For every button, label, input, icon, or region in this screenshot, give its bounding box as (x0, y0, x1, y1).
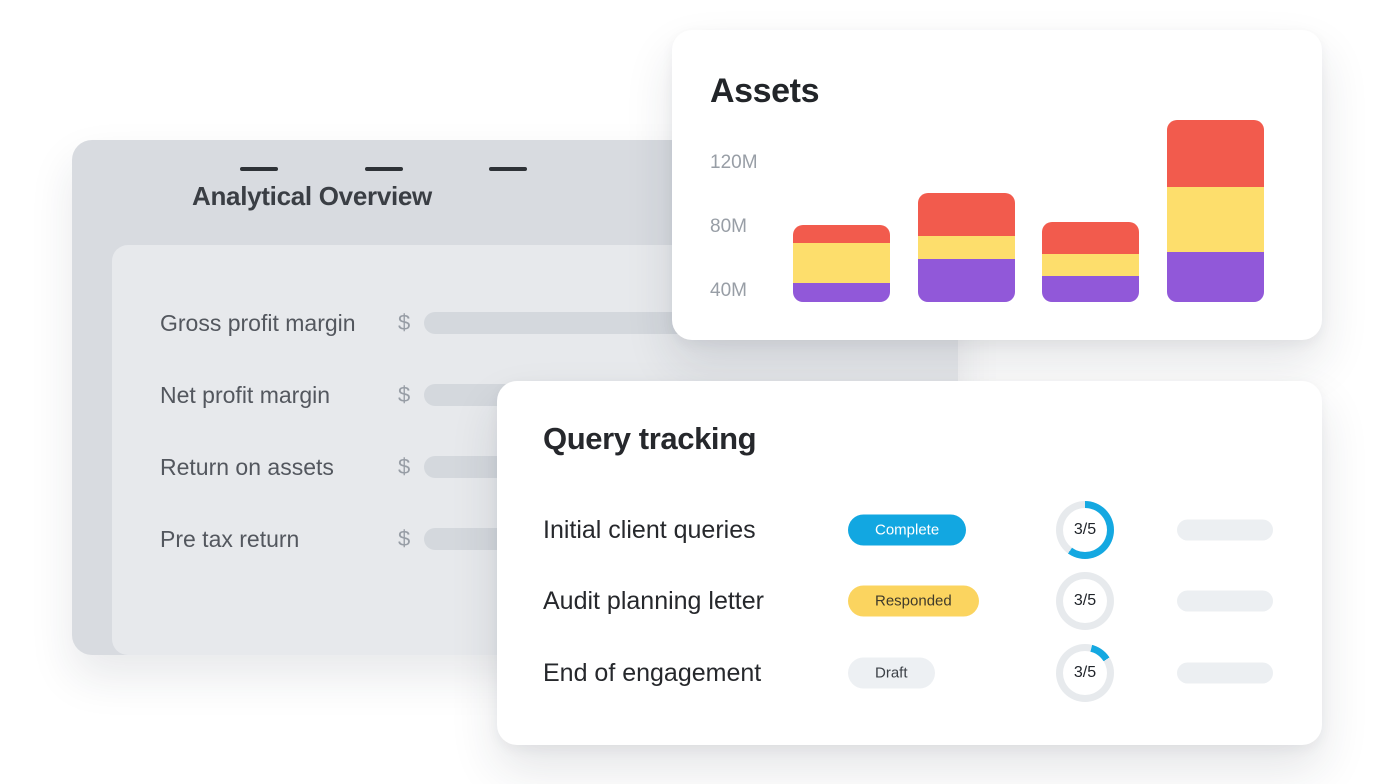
bar-segment-purple (918, 258, 1015, 302)
hamburger-bar (240, 167, 278, 171)
progress-fraction: 3/5 (1073, 664, 1097, 681)
query-tracking-card: Query tracking Initial client queries Co… (497, 381, 1322, 745)
stacked-bar (1167, 119, 1264, 302)
assets-chart-card: Assets 120M 80M 40M (672, 30, 1322, 340)
stacked-bar-chart (672, 30, 1322, 340)
bar-segment-red (918, 193, 1015, 237)
bar-segment-yellow (918, 236, 1015, 259)
progress-fraction: 3/5 (1073, 592, 1097, 609)
metric-label: Pre tax return (160, 525, 300, 552)
bar-segment-red (1042, 222, 1139, 255)
bar-segment-yellow (1167, 186, 1264, 253)
bar-segment-purple (793, 282, 890, 302)
y-axis-tick: 40M (710, 280, 747, 301)
currency-symbol: $ (398, 310, 411, 335)
card-title: Analytical Overview (192, 181, 432, 211)
bar-segment-yellow (1042, 254, 1139, 277)
stacked-bar (918, 193, 1015, 302)
chart-title: Assets (710, 72, 820, 110)
query-label: End of engagement (543, 658, 762, 687)
bar-segment-red (793, 225, 890, 243)
bar-segment-yellow (793, 242, 890, 283)
progress-ring: 3/5 (1056, 644, 1114, 702)
bar-segment-purple (1167, 252, 1264, 302)
value-placeholder-bar (1177, 590, 1273, 612)
hamburger-bar (365, 167, 403, 171)
query-row: Audit planning letter Responded 3/5 (543, 572, 1278, 630)
currency-symbol: $ (398, 526, 411, 551)
stacked-bar (1042, 222, 1139, 302)
value-placeholder-bar (1177, 519, 1273, 541)
query-label: Initial client queries (543, 515, 756, 544)
progress-fraction: 3/5 (1073, 521, 1097, 538)
stacked-bar (793, 225, 890, 302)
status-badge: Draft (848, 657, 935, 689)
progress-ring: 3/5 (1056, 572, 1114, 630)
currency-symbol: $ (398, 454, 411, 479)
bar-segment-red (1167, 119, 1264, 187)
card-title: Query tracking (543, 421, 757, 456)
query-label: Audit planning letter (543, 586, 764, 615)
status-badge: Responded (848, 585, 979, 617)
y-axis-tick: 80M (710, 216, 747, 237)
metric-label: Gross profit margin (160, 309, 356, 336)
progress-ring: 3/5 (1056, 501, 1114, 559)
status-badge: Complete (848, 514, 967, 546)
hamburger-bar (489, 167, 527, 171)
query-row: End of engagement Draft 3/5 (543, 644, 1278, 702)
bar-segment-purple (1042, 276, 1139, 302)
metric-label: Return on assets (160, 453, 334, 480)
query-row: Initial client queries Complete 3/5 (543, 501, 1278, 559)
currency-symbol: $ (398, 382, 411, 407)
hamburger-menu-icon[interactable] (119, 167, 527, 209)
y-axis-tick: 120M (710, 152, 758, 173)
value-placeholder-bar (1177, 662, 1273, 684)
metric-label: Net profit margin (160, 381, 331, 408)
